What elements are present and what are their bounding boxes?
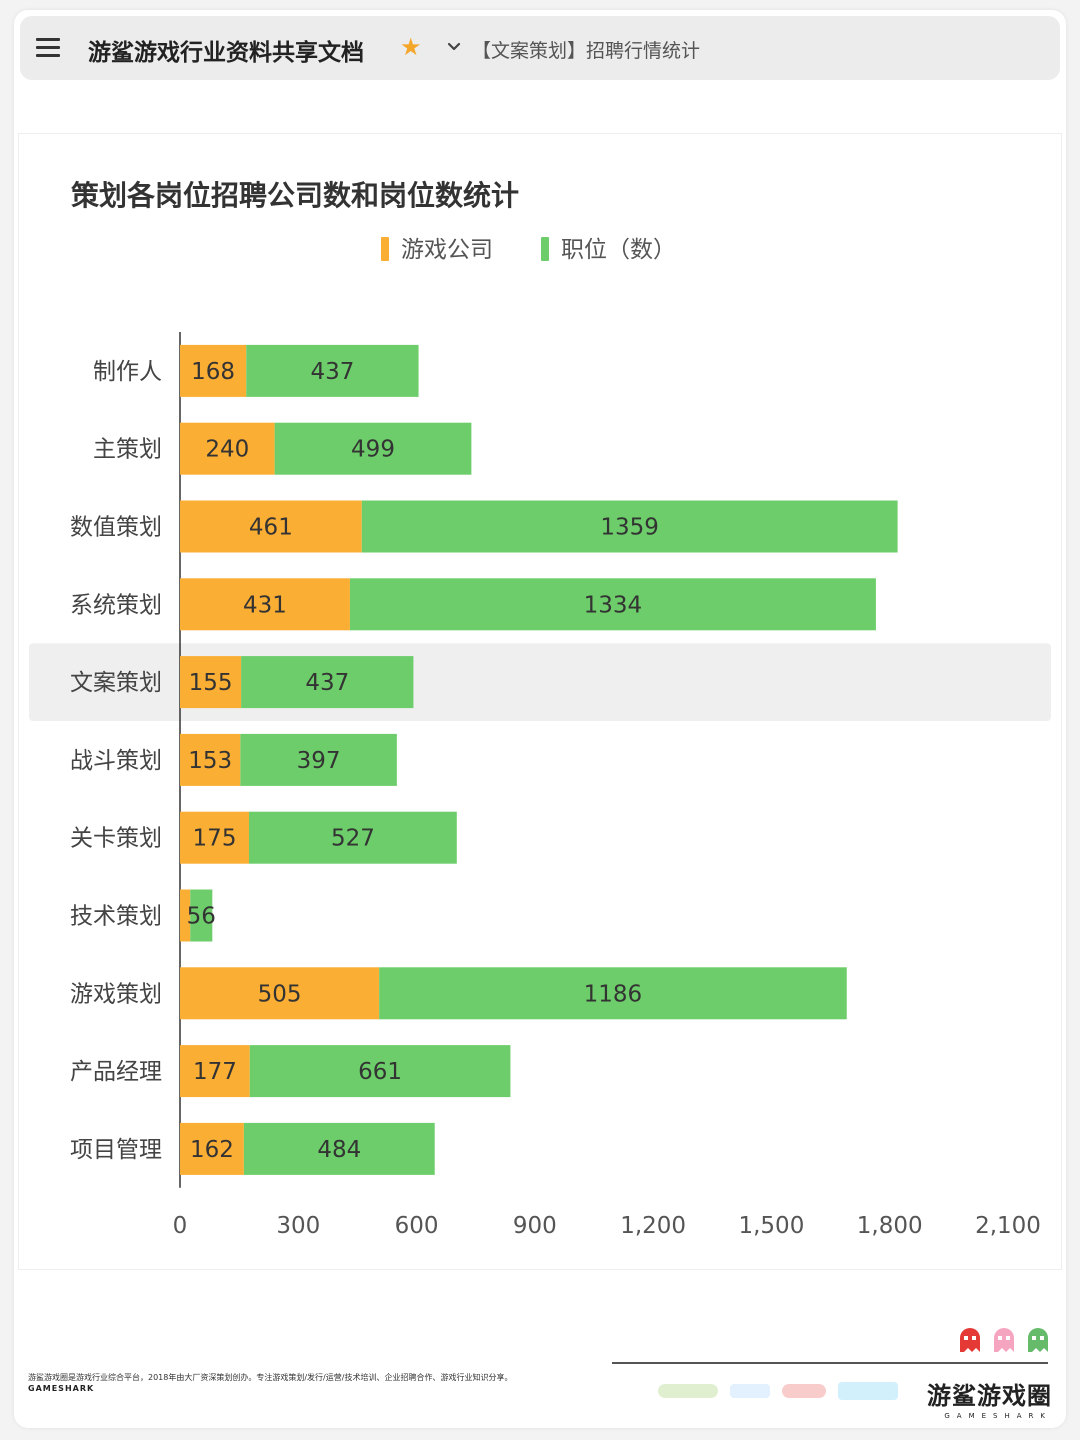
bar-value-label: 1334 (584, 592, 643, 618)
y-tick-label: 主策划 (93, 437, 162, 463)
footer-description: 游鲨游戏圈是游戏行业综合平台，2018年由大厂资深策划创办。专注游戏策划/发行/… (28, 1373, 513, 1382)
bar-value-label: 177 (193, 1059, 237, 1085)
bar-segment (180, 344, 247, 397)
bar-segment (240, 733, 397, 786)
top-bar: 游鲨游戏行业资料共享文档 ★ 【文案策划】招聘行情统计 (20, 16, 1060, 80)
bar-segment (180, 889, 191, 942)
bar-segment (243, 1122, 435, 1175)
x-tick-label: 1,200 (620, 1213, 686, 1239)
legend-swatch-positions (541, 237, 549, 261)
red-ghost-icon (960, 1328, 980, 1352)
bar-value-label: 153 (188, 748, 232, 774)
footer-brand: GAMESHARK (28, 1384, 95, 1393)
bar-segment (180, 967, 380, 1020)
y-tick-label: 技术策划 (70, 904, 162, 930)
x-tick-label: 2,100 (975, 1213, 1041, 1239)
y-tick-label: 战斗策划 (70, 748, 162, 774)
bar-value-label: 527 (331, 826, 375, 852)
logo-english: GAMESHARK (944, 1412, 1052, 1420)
y-tick-label: 产品经理 (70, 1059, 162, 1085)
bar-segment (379, 967, 847, 1020)
bar-value-label: 1186 (584, 981, 643, 1007)
bar-chart: 制作人 168 437 主策划 240 499 数值策划 461 1359 系统策划 431 1334… (29, 332, 1051, 1239)
bar-value-label: 431 (243, 592, 287, 618)
x-tick-label: 1,500 (738, 1213, 804, 1239)
bar-value-label: 461 (249, 515, 293, 541)
bar-value-label: 505 (258, 981, 302, 1007)
star-icon[interactable]: ★ (400, 33, 422, 61)
bar-value-label: 168 (191, 359, 235, 385)
y-tick-label: 项目管理 (70, 1137, 162, 1163)
bar-segment (361, 500, 898, 553)
x-tick-label: 0 (173, 1213, 188, 1239)
legend-label-positions: 职位（数） (561, 237, 676, 263)
bar-value-label: 499 (351, 437, 395, 463)
bar-segment (180, 1045, 250, 1098)
bar-segment (249, 1045, 511, 1098)
chart-card: 策划各岗位招聘公司数和岗位数统计 游戏公司 职位（数） 制作人 168 437 主策划… (18, 133, 1062, 1270)
bar-segment (246, 344, 419, 397)
bar-segment (349, 578, 876, 631)
bar-value-label: 240 (205, 437, 249, 463)
y-tick-label: 制作人 (93, 359, 162, 385)
menu-icon[interactable] (36, 38, 60, 58)
legend-swatch-companies (381, 237, 389, 261)
bar-value-label: 397 (297, 748, 341, 774)
x-tick-label: 900 (513, 1213, 557, 1239)
bar-value-label: 175 (193, 826, 237, 852)
bar-segment (274, 422, 472, 475)
bar-value-label: 437 (305, 670, 349, 696)
x-tick-label: 1,800 (857, 1213, 923, 1239)
bar-segment (180, 733, 241, 786)
ghost-icons (960, 1328, 1048, 1352)
chart-title: 策划各岗位招聘公司数和岗位数统计 (71, 179, 520, 212)
bar-segment (180, 578, 350, 631)
y-tick-label: 游戏策划 (70, 981, 162, 1007)
bar-segment (180, 422, 275, 475)
x-tick-label: 600 (395, 1213, 439, 1239)
footer-divider (612, 1362, 1048, 1364)
bar-value-label: 162 (190, 1137, 234, 1163)
bar-segment (249, 811, 457, 864)
y-tick-label: 系统策划 (70, 592, 162, 618)
y-tick-label: 关卡策划 (70, 826, 162, 852)
y-tick-label: 文案策划 (70, 670, 162, 696)
legend-item-positions[interactable]: 职位（数） (541, 230, 676, 264)
bar-segment (180, 811, 249, 864)
green-ghost-icon (1028, 1328, 1048, 1352)
y-tick-label: 数值策划 (70, 515, 162, 541)
logo-chinese: 游鲨游戏圈 (927, 1382, 1052, 1410)
bar-value-label: 56 (187, 904, 216, 930)
partner-logos (658, 1382, 898, 1400)
legend-item-companies[interactable]: 游戏公司 (381, 230, 493, 264)
bar-value-label: 1359 (600, 515, 659, 541)
bar-segment (180, 656, 242, 709)
bar-value-label: 484 (317, 1137, 361, 1163)
bar-segment (241, 656, 414, 709)
legend-label-companies: 游戏公司 (401, 237, 493, 263)
bar-value-label: 661 (358, 1059, 402, 1085)
bar-segment (180, 1122, 244, 1175)
gameshark-logo: 游鲨游戏圈 GAMESHARK (922, 1376, 1052, 1426)
chevron-down-icon[interactable] (442, 34, 466, 58)
pink-ghost-icon (994, 1328, 1014, 1352)
x-tick-label: 300 (276, 1213, 320, 1239)
bar-segment (180, 500, 362, 553)
bar-value-label: 437 (310, 359, 354, 385)
document-title: 游鲨游戏行业资料共享文档 (88, 40, 364, 66)
page: 游鲨游戏行业资料共享文档 ★ 【文案策划】招聘行情统计 策划各岗位招聘公司数和岗… (14, 10, 1066, 1428)
breadcrumb[interactable]: 【文案策划】招聘行情统计 (472, 40, 701, 62)
bar-value-label: 155 (189, 670, 233, 696)
bar-segment (190, 889, 213, 942)
